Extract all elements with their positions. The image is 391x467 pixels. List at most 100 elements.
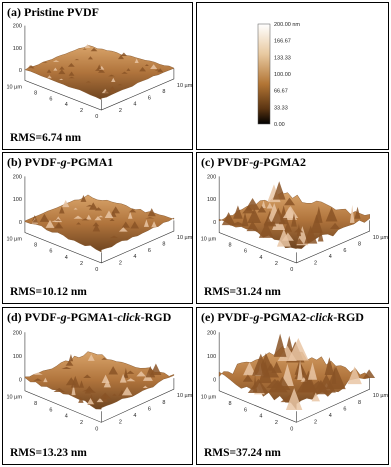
surface-peak (126, 370, 135, 374)
panel-border (196, 2, 389, 150)
title-part: g (60, 155, 67, 169)
colorbar-label: 133.33 (274, 55, 291, 61)
surface-peak (300, 370, 317, 393)
surface-peak (287, 337, 309, 361)
surface-peak (104, 89, 109, 93)
surface-peak (317, 229, 324, 242)
x-tick-label: 8 (34, 243, 37, 249)
x-tick-label: 2 (275, 420, 278, 426)
panel-title: (b) PVDF-g-PGMA1 (7, 155, 113, 169)
panel-title: (e) PVDF-g-PGMA2-click-RGD (201, 310, 364, 324)
surface-peak (101, 357, 107, 360)
surface-peak (58, 69, 66, 75)
surface-peak (294, 227, 304, 233)
surface-peak (56, 223, 62, 228)
colorbar (257, 23, 271, 125)
surface-peak (68, 71, 75, 76)
surface-peak (42, 61, 48, 63)
surface-peak (85, 81, 92, 83)
surface-peak (263, 216, 273, 225)
z-tick-label: 200 (207, 174, 216, 180)
surface-peak (136, 371, 146, 377)
surface-peak (96, 397, 104, 403)
panel-border (2, 307, 193, 465)
surface-peak (90, 47, 98, 52)
surface-peak (78, 396, 84, 403)
title-part: -PGMA2 (259, 155, 306, 169)
rms-label: RMS=13.23 nm (10, 447, 87, 459)
surface-peak (127, 211, 133, 219)
surface-peak (98, 215, 104, 218)
surface-peak (109, 89, 116, 93)
surface-peak (271, 207, 286, 224)
surface-peak (121, 386, 133, 396)
y-tick-label: 8 (358, 400, 361, 406)
panel-title: (d) PVDF-g-PGMA1-click-RGD (7, 310, 172, 324)
x-tick-label: 10 µm (7, 84, 23, 90)
y-tick-label: 10 µm (177, 393, 193, 399)
surface-peak (284, 197, 296, 206)
surface-peak (157, 68, 164, 73)
x-tick-label: 4 (65, 255, 68, 261)
colorbar-label: 100.00 (274, 72, 291, 78)
y-tick-label: 4 (329, 254, 332, 260)
x-tick-label: 0 (95, 114, 98, 120)
surface-peak (109, 218, 115, 222)
title-part: (d) PVDF- (7, 310, 61, 324)
surface-peak (150, 363, 162, 376)
z-tick-label: 200 (207, 330, 216, 336)
surface-peak (363, 369, 376, 378)
afm-panel: (b) PVDF-g-PGMA1 200 100 0 10 µm 8 6 4 2 0 10 µm 8 6… (2, 152, 193, 304)
surface-peak (73, 215, 83, 219)
surface-peak (112, 393, 117, 396)
surface-peak (54, 219, 62, 221)
x-tick-label: 10 µm (7, 237, 23, 243)
rms-label: RMS=6.74 nm (10, 132, 82, 144)
surface-peak (258, 222, 274, 238)
surface-peak (257, 205, 267, 213)
surface-peak (119, 373, 127, 383)
surface-peak (324, 357, 335, 375)
surface-peak (128, 208, 137, 213)
surface-peak (331, 364, 337, 384)
x-tick-label: 8 (34, 401, 37, 407)
surface-peak (81, 218, 90, 221)
surface-peak (92, 222, 100, 227)
surface-peak (53, 67, 58, 71)
surface-peak (139, 66, 147, 72)
surface-peak (145, 217, 155, 219)
surface-peak (71, 383, 76, 396)
surface-peak (272, 181, 286, 200)
surface-peak (118, 227, 128, 232)
y-tick-label: 10 µm (177, 83, 193, 89)
z-tick-label: 0 (19, 68, 22, 74)
surface-peak (307, 362, 318, 380)
title-part: -PGMA1 (67, 155, 114, 169)
y-tick-label: 2 (314, 420, 317, 426)
surface-peak (252, 353, 270, 376)
surface-peak (43, 377, 48, 383)
x-tick-label: 6 (49, 96, 52, 102)
surface-peak (32, 218, 39, 223)
surface-peak (103, 379, 112, 388)
y-tick-label: 2 (119, 108, 122, 114)
surface-peak (32, 215, 38, 221)
surface-peak (261, 200, 266, 208)
surface-peak (88, 202, 98, 210)
surface-peak (74, 58, 80, 61)
surface-peak (310, 214, 323, 234)
surface-peak (51, 220, 59, 222)
surface-peak (87, 354, 95, 361)
surface-peak (109, 86, 116, 91)
x-tick-label: 0 (290, 267, 293, 273)
z-tick-label: 100 (207, 354, 216, 360)
title-part: g (252, 155, 259, 169)
surface-peak (349, 204, 355, 223)
surface-peak (80, 195, 87, 202)
afm-panel: (e) PVDF-g-PGMA2-click-RGD 200 100 0 10 µm 8 6… (196, 307, 389, 465)
surface-peak (109, 235, 119, 239)
title-part: -PGMA2- (259, 310, 310, 324)
surface-peak (283, 221, 292, 232)
surface-peak (73, 207, 78, 210)
colorbar-panel: 200.00 nm 166.67 133.33 100.00 66.67 33.33 0.0… (196, 2, 389, 150)
